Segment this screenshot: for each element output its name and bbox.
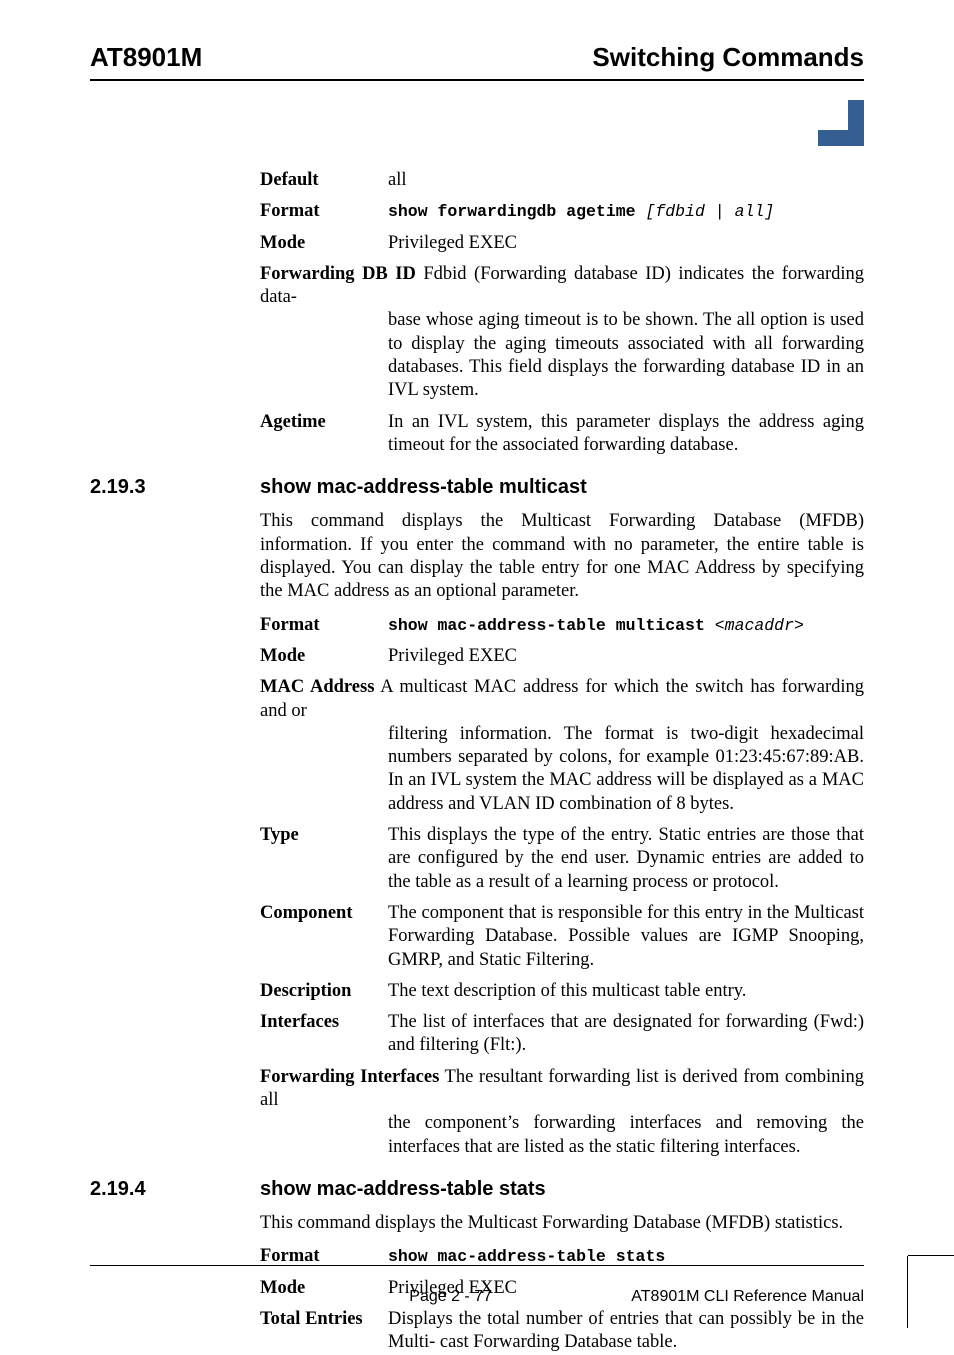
format-cmd-3: show mac-address-table stats [388,1247,665,1266]
format-arg-1: [fdbid | all] [645,202,774,221]
footer-manual: AT8901M CLI Reference Manual [631,1288,864,1306]
total-lead: Total Entries [260,1308,388,1355]
format-term-1: Format [260,200,388,223]
fdbid-lead: Forwarding DB ID [260,264,416,284]
section-2-heading: 2.19.4 show mac-address-table stats [90,1177,864,1202]
agetime-def: In an IVL system, this parameter display… [388,411,864,458]
description-def: The text description of this multicast t… [388,980,864,1003]
page-content: Default all Format show forwardingdb age… [90,169,864,1355]
section-1-heading: 2.19.3 show mac-address-table multicast [90,475,864,500]
footer: Page 2 - 77 AT8901M CLI Reference Manual [90,1288,864,1306]
format-term-2: Format [260,614,388,637]
interfaces-row: Interfaces The list of interfaces that a… [260,1011,864,1058]
mode-row-1: Mode Privileged EXEC [260,232,864,255]
interfaces-def: The list of interfaces that are designat… [388,1011,864,1058]
format-def-1: show forwardingdb agetime [fdbid | all] [388,200,864,223]
mode-def-2: Privileged EXEC [388,645,864,668]
type-row: Type This displays the type of the entry… [260,824,864,894]
agetime-term: Agetime [260,411,388,458]
mode-term-2: Mode [260,645,388,668]
component-term: Component [260,902,388,972]
crop-mark-h [908,1255,954,1257]
fwdint-cont: the component’s forwarding interfaces an… [388,1112,864,1159]
section-1-title: show mac-address-table multicast [260,475,587,500]
footer-rule [90,1265,864,1266]
total-cont: cast Forwarding Database table. [440,1332,677,1352]
default-row: Default all [260,169,864,192]
format-def-2: show mac-address-table multicast <macadd… [388,614,864,637]
format-row-1: Format show forwardingdb agetime [fdbid … [260,200,864,223]
header-rule [90,79,864,81]
mode-row-2: Mode Privileged EXEC [260,645,864,668]
corner-mark [818,100,864,146]
section-2-num: 2.19.4 [90,1177,260,1202]
agetime-row: Agetime In an IVL system, this parameter… [260,411,864,458]
header-right: Switching Commands [592,42,864,73]
section-1-num: 2.19.3 [90,475,260,500]
mac-lead: MAC Address [260,677,374,697]
footer-page: Page 2 - 77 [270,1288,631,1306]
crop-mark-v [907,1256,909,1328]
format-cmd-2: show mac-address-table multicast [388,616,715,635]
fwdint-block: Forwarding Interfaces The resultant forw… [260,1066,864,1159]
default-def: all [388,169,864,192]
interfaces-term: Interfaces [260,1011,388,1058]
header-left: AT8901M [90,42,202,73]
section-1-intro: This command displays the Multicast Forw… [260,510,864,603]
format-arg-2: <macaddr> [715,616,804,635]
mac-block: MAC Address A multicast MAC address for … [260,676,864,816]
type-def: This displays the type of the entry. Sta… [388,824,864,894]
format-cmd-1: show forwardingdb agetime [388,202,645,221]
fdbid-block: Forwarding DB ID Fdbid (Forwarding datab… [260,263,864,403]
mac-cont: filtering information. The format is two… [388,723,864,816]
description-row: Description The text description of this… [260,980,864,1003]
description-term: Description [260,980,388,1003]
section-2-title: show mac-address-table stats [260,1177,546,1202]
default-term: Default [260,169,388,192]
type-term: Type [260,824,388,894]
total-def: Displays the total number of entries tha… [388,1308,864,1355]
section-2-intro: This command displays the Multicast Forw… [260,1212,864,1235]
mode-def-1: Privileged EXEC [388,232,864,255]
fwdint-lead: Forwarding Interfaces [260,1067,439,1087]
total-row: Total Entries Displays the total number … [260,1308,864,1355]
component-row: Component The component that is responsi… [260,902,864,972]
format-row-2: Format show mac-address-table multicast … [260,614,864,637]
fdbid-cont: base whose aging timeout is to be shown.… [388,309,864,402]
mode-term-1: Mode [260,232,388,255]
component-def: The component that is responsible for th… [388,902,864,972]
